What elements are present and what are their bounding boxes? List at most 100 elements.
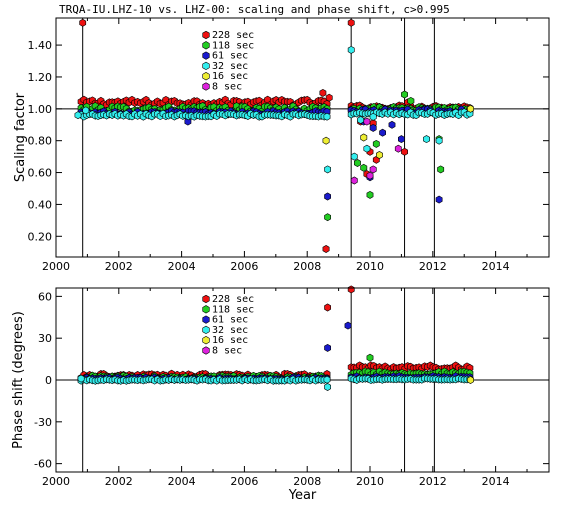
data-point bbox=[435, 136, 443, 145]
x-tick-label: 2010 bbox=[356, 260, 384, 273]
x-tick-label: 2002 bbox=[105, 475, 133, 488]
data-point bbox=[394, 144, 402, 153]
series-16-sec bbox=[322, 104, 474, 159]
x-tick-label: 2008 bbox=[293, 260, 321, 273]
data-point bbox=[467, 104, 474, 113]
legend-label: 228 sec bbox=[212, 294, 254, 305]
data-point bbox=[366, 171, 374, 180]
legend-label: 8 sec bbox=[212, 346, 242, 357]
data-point bbox=[324, 303, 332, 312]
data-point bbox=[325, 93, 333, 102]
data-point bbox=[350, 176, 358, 185]
data-point bbox=[407, 96, 415, 105]
y-tick-label: -30 bbox=[34, 416, 52, 429]
legend-swatch bbox=[202, 325, 210, 335]
legend-label: 118 sec bbox=[212, 40, 254, 51]
x-tick-label: 2002 bbox=[105, 260, 133, 273]
data-point bbox=[363, 117, 371, 126]
legend-swatch bbox=[202, 41, 210, 50]
data-point bbox=[369, 165, 377, 174]
scaling-factor-panel: 2000 2002 2004 2006 2008 2010 2012 2014 0.20 0.40… bbox=[13, 17, 550, 273]
data-point bbox=[323, 375, 331, 384]
data-point bbox=[77, 374, 85, 383]
y-tick-label: 1.40 bbox=[28, 39, 53, 52]
data-point bbox=[324, 192, 332, 201]
data-point bbox=[82, 106, 90, 115]
y-tick-label: -60 bbox=[34, 458, 52, 471]
data-point bbox=[437, 165, 445, 174]
data-point bbox=[379, 128, 387, 137]
data-point bbox=[322, 136, 330, 145]
data-point bbox=[324, 213, 332, 222]
x-tick-label: 2000 bbox=[42, 475, 70, 488]
legend-swatch bbox=[202, 30, 210, 40]
y-axis-label: Scaling factor bbox=[13, 92, 28, 182]
data-point bbox=[184, 117, 192, 126]
data-point bbox=[401, 90, 409, 99]
data-point bbox=[357, 116, 365, 124]
legend-swatch bbox=[202, 82, 210, 91]
x-tick-label: 2006 bbox=[230, 260, 258, 273]
data-point bbox=[435, 195, 443, 204]
legend-label: 16 sec bbox=[212, 71, 248, 82]
data-point bbox=[467, 376, 474, 384]
data-point bbox=[322, 245, 330, 253]
data-point bbox=[360, 133, 368, 142]
data-point bbox=[353, 159, 361, 167]
y-tick-label: 1.20 bbox=[28, 71, 53, 84]
y-tick-label: 0.60 bbox=[28, 167, 53, 180]
chart-title: TRQA-IU.LHZ-10 vs. LHZ-00: scaling and p… bbox=[59, 3, 450, 16]
legend-swatch bbox=[202, 315, 210, 324]
legend-swatch bbox=[202, 336, 210, 345]
data-point bbox=[397, 135, 405, 144]
data-point bbox=[372, 139, 380, 148]
legend-swatch bbox=[202, 305, 210, 314]
data-point bbox=[347, 45, 355, 54]
legend-swatch bbox=[202, 72, 210, 81]
phase-shift-panel: 2000 2002 2004 2006 2008 2010 2012 2014 -60 -30 0 3… bbox=[11, 285, 550, 503]
legend-label: 32 sec bbox=[212, 61, 248, 72]
data-point bbox=[319, 88, 327, 97]
x-tick-label: 2000 bbox=[42, 260, 70, 273]
legend-swatch bbox=[202, 294, 210, 304]
legend-swatch bbox=[202, 61, 210, 71]
data-point bbox=[347, 285, 355, 294]
series-228-sec bbox=[77, 285, 474, 382]
legend-label: 61 sec bbox=[212, 315, 248, 326]
y-tick-label: 0.80 bbox=[28, 135, 53, 148]
legend-label: 228 sec bbox=[212, 30, 254, 41]
x-tick-label: 2006 bbox=[230, 475, 258, 488]
data-point bbox=[350, 152, 358, 161]
x-tick-label: 2004 bbox=[168, 260, 196, 273]
legend-label: 61 sec bbox=[212, 51, 248, 62]
series-32-sec bbox=[77, 374, 474, 391]
series-228-sec bbox=[77, 18, 474, 253]
data-point bbox=[375, 151, 383, 159]
x-tick-label: 2014 bbox=[482, 260, 510, 273]
data-point bbox=[369, 123, 377, 132]
data-point bbox=[360, 163, 368, 172]
y-tick-label: 0.20 bbox=[28, 230, 53, 243]
data-point bbox=[79, 18, 87, 27]
data-point bbox=[323, 112, 331, 121]
series-8-sec bbox=[350, 117, 402, 185]
x-tick-label: 2012 bbox=[419, 475, 447, 488]
x-tick-label: 2014 bbox=[482, 475, 510, 488]
x-tick-label: 2010 bbox=[356, 475, 384, 488]
x-tick-label: 2012 bbox=[419, 260, 447, 273]
data-point bbox=[369, 112, 377, 121]
legend-label: 32 sec bbox=[212, 325, 248, 336]
series-61-sec bbox=[77, 105, 474, 204]
plot-frame bbox=[55, 17, 550, 258]
y-tick-label: 0.40 bbox=[28, 198, 53, 211]
x-axis-label: Year bbox=[288, 488, 317, 503]
data-point bbox=[423, 135, 431, 144]
data-point bbox=[363, 144, 371, 153]
legend-swatch bbox=[202, 346, 210, 355]
data-point bbox=[324, 165, 332, 174]
data-point bbox=[366, 353, 374, 362]
x-tick-label: 2004 bbox=[168, 475, 196, 488]
